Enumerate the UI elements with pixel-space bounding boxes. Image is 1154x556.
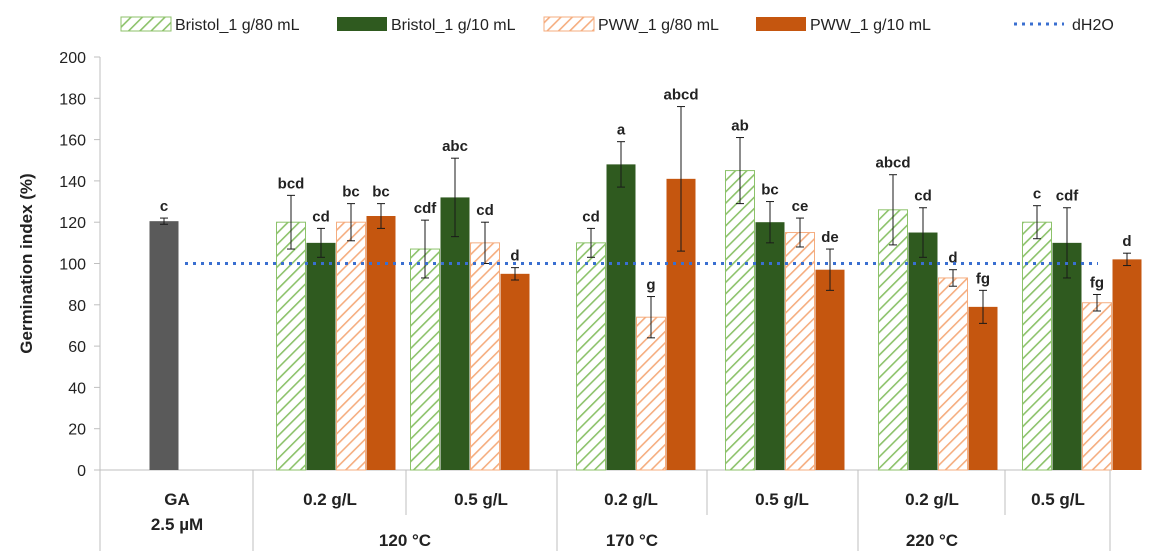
bar-120C-0.2gL-series1 xyxy=(276,221,306,471)
bar-220C-0.2gL-series2 xyxy=(908,232,938,470)
legend-label-3: PWW_1 g/80 mL xyxy=(598,17,719,34)
y-tick-label: 140 xyxy=(59,174,86,191)
significance-label: cd xyxy=(582,208,600,225)
y-tick-label: 20 xyxy=(68,422,86,439)
significance-label: abcd xyxy=(875,155,910,172)
significance-label: ab xyxy=(731,118,749,135)
legend: Bristol_1 g/80 mL Bristol_1 g/10 mL PWW_1 … xyxy=(120,16,1114,34)
bar-170C-0.2gL-series1 xyxy=(576,242,606,471)
bar-120C-0.2gL-series2 xyxy=(306,242,336,470)
significance-label: bcd xyxy=(278,175,305,192)
legend-swatch-2 xyxy=(337,17,387,31)
concentration-label: 0.5 g/L xyxy=(1031,490,1085,509)
significance-label: cdf xyxy=(414,200,438,217)
legend-swatch-1 xyxy=(120,16,172,32)
category-control-line1: GA xyxy=(164,490,190,509)
bar-170C-0.5gL-series4 xyxy=(815,269,845,470)
significance-label: cd xyxy=(914,188,932,205)
bar-120C-0.5gL-series1 xyxy=(410,248,440,471)
bar-120C-0.2gL-series3 xyxy=(336,221,366,471)
significance-label: bc xyxy=(342,184,360,201)
bar-120C-0.5gL-series3 xyxy=(470,242,500,471)
legend-label-1: Bristol_1 g/80 mL xyxy=(175,17,300,34)
legend-swatch-4 xyxy=(756,17,806,31)
significance-label: d xyxy=(510,248,519,265)
significance-label: ce xyxy=(792,198,809,215)
significance-label: abc xyxy=(442,138,468,155)
concentration-label: 0.2 g/L xyxy=(604,490,658,509)
category-control-line2: 2.5 µM xyxy=(151,515,203,534)
significance-label: g xyxy=(646,277,655,294)
significance-label: cdf xyxy=(1056,188,1080,205)
significance-label: d xyxy=(948,250,957,267)
concentration-label: 0.2 g/L xyxy=(905,490,959,509)
legend-label-4: PWW_1 g/10 mL xyxy=(810,17,931,34)
bar-220C-0.5gL-series2 xyxy=(1052,242,1082,470)
significance-label: cd xyxy=(312,208,330,225)
significance-label: fg xyxy=(1090,274,1104,291)
concentration-label: 0.5 g/L xyxy=(454,490,508,509)
bar-120C-0.2gL-series4 xyxy=(366,216,396,470)
temperature-label: 170 °C xyxy=(606,531,658,550)
bar-170C-0.2gL-series3 xyxy=(636,316,666,471)
significance-label: de xyxy=(821,229,839,246)
significance-label: bc xyxy=(372,184,390,201)
bar-220C-0.5gL-series3 xyxy=(1082,302,1112,471)
significance-label: cd xyxy=(476,202,494,219)
significance-label: abcd xyxy=(663,87,698,104)
y-tick-label: 40 xyxy=(68,380,86,397)
bar-220C-0.2gL-series4 xyxy=(968,306,998,470)
bar-220C-0.5gL-series4 xyxy=(1112,259,1142,470)
significance-label: a xyxy=(617,122,626,139)
significance-label: c xyxy=(160,198,168,215)
concentration-label: 0.2 g/L xyxy=(303,490,357,509)
concentration-label: 0.5 g/L xyxy=(755,490,809,509)
y-tick-label: 0 xyxy=(77,463,86,480)
bar-120C-0.5gL-series4 xyxy=(500,273,530,470)
y-tick-label: 100 xyxy=(59,257,86,274)
bar-170C-0.5gL-series2 xyxy=(755,222,785,470)
y-tick-label: 160 xyxy=(59,133,86,150)
significance-label: bc xyxy=(761,182,779,199)
significance-label: fg xyxy=(976,270,990,287)
bar-120C-0.5gL-series2 xyxy=(440,197,470,471)
bar-220C-0.5gL-series1 xyxy=(1022,221,1052,471)
bar-220C-0.2gL-series1 xyxy=(878,209,908,471)
bar-control-ga xyxy=(149,221,179,470)
legend-swatch-3 xyxy=(543,16,595,32)
bar-170C-0.5gL-series1 xyxy=(725,170,755,471)
significance-label: d xyxy=(1122,233,1131,250)
y-tick-label: 60 xyxy=(68,339,86,356)
y-tick-label: 180 xyxy=(59,91,86,108)
bar-170C-0.5gL-series3 xyxy=(785,232,815,471)
temperature-label: 120 °C xyxy=(379,531,431,550)
temperature-label: 220 °C xyxy=(906,531,958,550)
y-tick-label: 200 xyxy=(59,50,86,67)
y-axis-title: Germination index (%) xyxy=(17,173,36,353)
legend-label-reference: dH2O xyxy=(1072,17,1114,34)
bar-220C-0.2gL-series3 xyxy=(938,277,968,471)
y-tick-label: 80 xyxy=(68,298,86,315)
significance-label: c xyxy=(1033,186,1041,203)
y-tick-label: 120 xyxy=(59,215,86,232)
x-axis-categories: GA 2.5 µM 0.2 g/L 0.5 g/L 120 °C 0.2 g/L 0.5 g… xyxy=(99,470,1111,551)
y-axis: 0 20 40 60 80 100 120 140 160 180 200 Germination i… xyxy=(17,50,1110,480)
bar-170C-0.2gL-series2 xyxy=(606,164,636,470)
legend-label-2: Bristol_1 g/10 mL xyxy=(391,17,516,34)
